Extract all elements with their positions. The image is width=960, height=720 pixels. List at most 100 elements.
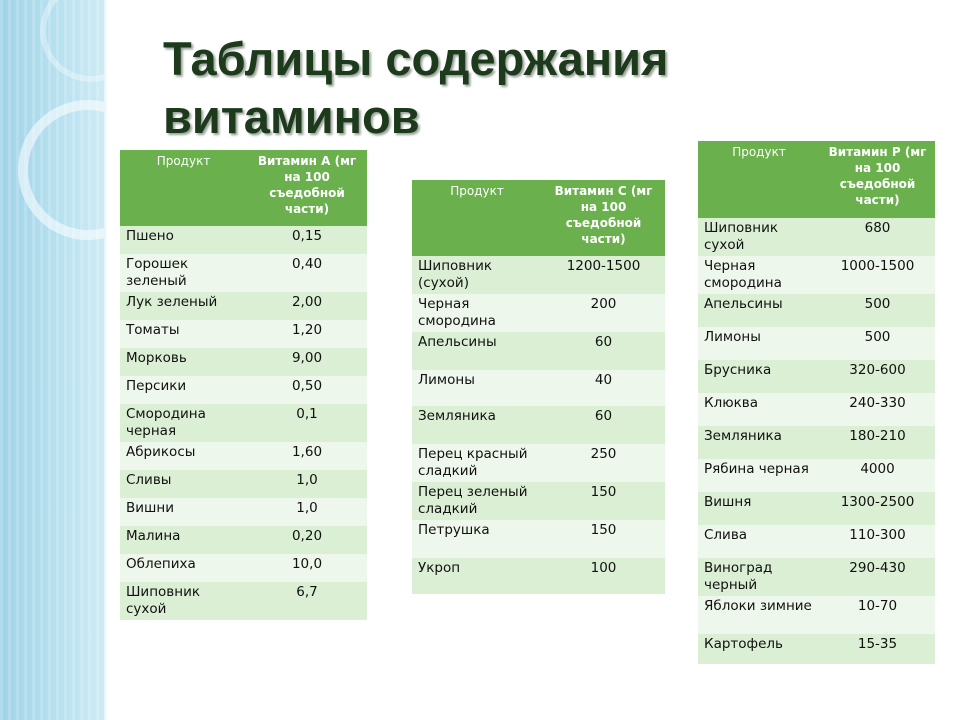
table-header-row: Продукт Витамин А (мг на 100 съедобной ч… bbox=[120, 150, 367, 226]
vitamin-c-table: Продукт Витамин С (мг на 100 съедобной ч… bbox=[412, 180, 665, 594]
table-row: Рябина черная 4000 bbox=[698, 459, 935, 492]
header-vitamin: Витамин А (мг на 100 съедобной части) bbox=[247, 150, 367, 226]
product-cell: Вишни bbox=[120, 498, 247, 526]
product-cell: Сливы bbox=[120, 470, 247, 498]
table-header-row: Продукт Витамин Р (мг на 100 съедобной ч… bbox=[698, 141, 935, 218]
slide-title: Таблицы содержания витаминов bbox=[163, 32, 669, 143]
table-row: Морковь 9,00 bbox=[120, 348, 367, 376]
table-row: Томаты 1,20 bbox=[120, 320, 367, 348]
product-cell: Лимоны bbox=[698, 327, 820, 360]
value-cell: 60 bbox=[542, 332, 665, 370]
header-product: Продукт bbox=[412, 180, 542, 256]
value-cell: 6,7 bbox=[247, 582, 367, 620]
value-cell: 150 bbox=[542, 520, 665, 558]
product-cell: Яблоки зимние bbox=[698, 596, 820, 634]
product-cell: Петрушка bbox=[412, 520, 542, 558]
value-cell: 500 bbox=[820, 327, 935, 360]
value-cell: 0,40 bbox=[247, 254, 367, 292]
table-row: Сливы 1,0 bbox=[120, 470, 367, 498]
table-row: Горошек зеленый 0,40 bbox=[120, 254, 367, 292]
product-cell: Брусника bbox=[698, 360, 820, 393]
product-cell: Томаты bbox=[120, 320, 247, 348]
table-row: Вишни 1,0 bbox=[120, 498, 367, 526]
product-cell: Черная смородина bbox=[412, 294, 542, 332]
table-row: Картофель 15-35 bbox=[698, 634, 935, 664]
table-row: Облепиха 10,0 bbox=[120, 554, 367, 582]
table-row: Вишня 1300-2500 bbox=[698, 492, 935, 525]
table-row: Брусника 320-600 bbox=[698, 360, 935, 393]
product-cell: Лимоны bbox=[412, 370, 542, 406]
value-cell: 60 bbox=[542, 406, 665, 444]
product-cell: Малина bbox=[120, 526, 247, 554]
product-cell: Земляника bbox=[698, 426, 820, 459]
product-cell: Земляника bbox=[412, 406, 542, 444]
table-row: Шиповник (сухой) 1200-1500 bbox=[412, 256, 665, 294]
table-row: Пшено 0,15 bbox=[120, 226, 367, 254]
table-row: Шиповник сухой 680 bbox=[698, 218, 935, 256]
value-cell: 180-210 bbox=[820, 426, 935, 459]
header-vitamin: Витамин Р (мг на 100 съедобной части) bbox=[820, 141, 935, 218]
value-cell: 0,1 bbox=[247, 404, 367, 442]
value-cell: 1000-1500 bbox=[820, 256, 935, 294]
product-cell: Укроп bbox=[412, 558, 542, 594]
table-row: Черная смородина 200 bbox=[412, 294, 665, 332]
table-row: Лимоны 500 bbox=[698, 327, 935, 360]
product-cell: Шиповник сухой bbox=[120, 582, 247, 620]
value-cell: 1,0 bbox=[247, 498, 367, 526]
product-cell: Апельсины bbox=[412, 332, 542, 370]
table-row: Лимоны 40 bbox=[412, 370, 665, 406]
product-cell: Лук зеленый bbox=[120, 292, 247, 320]
product-cell: Вишня bbox=[698, 492, 820, 525]
value-cell: 100 bbox=[542, 558, 665, 594]
value-cell: 40 bbox=[542, 370, 665, 406]
value-cell: 2,00 bbox=[247, 292, 367, 320]
product-cell: Черная смородина bbox=[698, 256, 820, 294]
value-cell: 10-70 bbox=[820, 596, 935, 634]
table-row: Слива 110-300 bbox=[698, 525, 935, 558]
table-row: Яблоки зимние 10-70 bbox=[698, 596, 935, 634]
table-header-row: Продукт Витамин С (мг на 100 съедобной ч… bbox=[412, 180, 665, 256]
table-row: Абрикосы 1,60 bbox=[120, 442, 367, 470]
table-row: Черная смородина 1000-1500 bbox=[698, 256, 935, 294]
table-row: Виноград черный 290-430 bbox=[698, 558, 935, 596]
value-cell: 320-600 bbox=[820, 360, 935, 393]
product-cell: Пшено bbox=[120, 226, 247, 254]
product-cell: Слива bbox=[698, 525, 820, 558]
table-row: Апельсины 500 bbox=[698, 294, 935, 327]
value-cell: 150 bbox=[542, 482, 665, 520]
value-cell: 110-300 bbox=[820, 525, 935, 558]
value-cell: 200 bbox=[542, 294, 665, 332]
product-cell: Перец зеленый сладкий bbox=[412, 482, 542, 520]
value-cell: 4000 bbox=[820, 459, 935, 492]
value-cell: 240-330 bbox=[820, 393, 935, 426]
table-row: Петрушка 150 bbox=[412, 520, 665, 558]
product-cell: Картофель bbox=[698, 634, 820, 664]
value-cell: 0,15 bbox=[247, 226, 367, 254]
product-cell: Шиповник сухой bbox=[698, 218, 820, 256]
product-cell: Персики bbox=[120, 376, 247, 404]
value-cell: 500 bbox=[820, 294, 935, 327]
table-row: Шиповник сухой 6,7 bbox=[120, 582, 367, 620]
vitamin-a-table: Продукт Витамин А (мг на 100 съедобной ч… bbox=[120, 150, 367, 620]
product-cell: Облепиха bbox=[120, 554, 247, 582]
table-row: Малина 0,20 bbox=[120, 526, 367, 554]
value-cell: 0,50 bbox=[247, 376, 367, 404]
band-edge bbox=[104, 0, 108, 720]
table-row: Земляника 60 bbox=[412, 406, 665, 444]
table-row: Клюква 240-330 bbox=[698, 393, 935, 426]
value-cell: 1300-2500 bbox=[820, 492, 935, 525]
value-cell: 290-430 bbox=[820, 558, 935, 596]
product-cell: Клюква bbox=[698, 393, 820, 426]
value-cell: 250 bbox=[542, 444, 665, 482]
value-cell: 0,20 bbox=[247, 526, 367, 554]
decorative-side-band bbox=[0, 0, 104, 720]
table-row: Смородина черная 0,1 bbox=[120, 404, 367, 442]
product-cell: Виноград черный bbox=[698, 558, 820, 596]
table-row: Персики 0,50 bbox=[120, 376, 367, 404]
value-cell: 680 bbox=[820, 218, 935, 256]
product-cell: Абрикосы bbox=[120, 442, 247, 470]
vitamin-p-table: Продукт Витамин Р (мг на 100 съедобной ч… bbox=[698, 141, 935, 664]
table-row: Лук зеленый 2,00 bbox=[120, 292, 367, 320]
header-vitamin: Витамин С (мг на 100 съедобной части) bbox=[542, 180, 665, 256]
product-cell: Морковь bbox=[120, 348, 247, 376]
